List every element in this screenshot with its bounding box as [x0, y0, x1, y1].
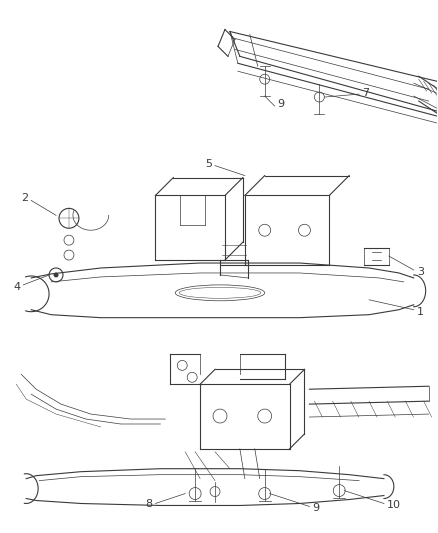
Text: 1: 1 — [417, 306, 424, 317]
Text: 9: 9 — [312, 504, 320, 513]
Text: 3: 3 — [417, 267, 424, 277]
Text: 4: 4 — [13, 282, 20, 292]
Circle shape — [53, 272, 59, 278]
Text: 10: 10 — [387, 500, 401, 511]
Text: 5: 5 — [205, 159, 212, 168]
Text: 2: 2 — [21, 193, 28, 204]
Text: 7: 7 — [362, 88, 369, 98]
Text: 9: 9 — [278, 99, 285, 109]
Text: 8: 8 — [145, 499, 152, 510]
